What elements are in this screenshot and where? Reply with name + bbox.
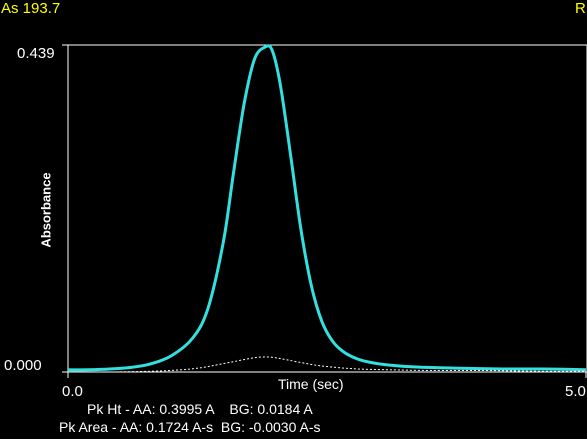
series-layer <box>67 44 587 373</box>
peak-height-readout: Pk Ht - AA: 0.3995 A BG: 0.0184 A <box>87 401 313 417</box>
element-wavelength-label: As 193.7 <box>1 0 61 17</box>
x-tick-label-min: 0.0 <box>62 383 83 400</box>
y-tick-label-max: 0.439 <box>17 45 55 62</box>
plot-frame <box>67 44 587 373</box>
y-tick-label-min: 0.000 <box>4 357 42 374</box>
background-absorbance-line <box>67 356 587 373</box>
x-tick-label-max: 5.0 <box>565 383 586 400</box>
y-axis-title: Absorbance <box>38 172 54 248</box>
x-axis-title: Time (sec) <box>278 376 344 392</box>
peak-area-readout: Pk Area - AA: 0.1724 A-s BG: -0.0030 A-s <box>59 419 321 435</box>
atomic-absorbance-line <box>67 44 587 372</box>
right-marker-label: R <box>575 0 586 17</box>
